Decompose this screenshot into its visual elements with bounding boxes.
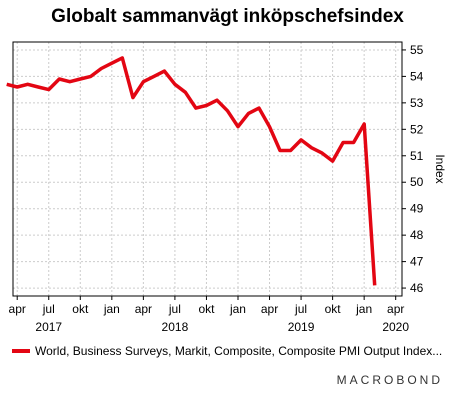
x-year-label: 2020 [382,320,409,334]
y-tick-label: 53 [410,96,424,110]
x-tick-label: okt [325,302,342,316]
chart-title: Globalt sammanvägt inköpschefsindex [51,6,404,27]
x-year-label: 2018 [162,320,189,334]
legend-swatch [12,349,30,353]
legend: World, Business Surveys, Markit, Composi… [12,344,442,358]
x-tick-label: jan [229,302,246,316]
x-tick-label: jul [42,302,55,316]
x-year-label: 2017 [35,320,62,334]
y-tick-label: 51 [410,149,424,163]
x-tick-label: jul [168,302,181,316]
x-year-label: 2019 [288,320,315,334]
y-tick-label: 55 [410,43,424,57]
x-tick-label: okt [198,302,215,316]
x-tick-label: apr [261,302,278,316]
legend-label: World, Business Surveys, Markit, Composi… [35,344,443,358]
x-tick-label: apr [135,302,152,316]
x-tick-label: okt [72,302,89,316]
macrobond-logo: MACROBOND [336,373,443,387]
y-tick-label: 52 [410,122,424,136]
x-tick-label: jan [103,302,120,316]
series-line-0 [6,56,377,286]
x-tick-label: apr [387,302,404,316]
x-tick-label: jan [355,302,372,316]
plot-frame [12,41,403,297]
x-tick-label: jul [294,302,307,316]
y-tick-label: 48 [410,228,424,242]
series-layer [6,56,377,286]
x-tick-label: apr [9,302,26,316]
y-tick-label: 54 [410,69,424,83]
y-axis: 46 47 48 49 50 51 52 53 54 55 [402,43,424,295]
y-tick-label: 50 [410,175,424,189]
y-axis-label: Index [433,154,447,183]
y-tick-label: 49 [410,202,424,216]
y-tick-label: 46 [410,281,424,295]
y-tick-label: 47 [410,255,424,269]
x-axis: apr jul okt jan apr jul okt jan apr jul okt jan apr2… [9,296,409,334]
